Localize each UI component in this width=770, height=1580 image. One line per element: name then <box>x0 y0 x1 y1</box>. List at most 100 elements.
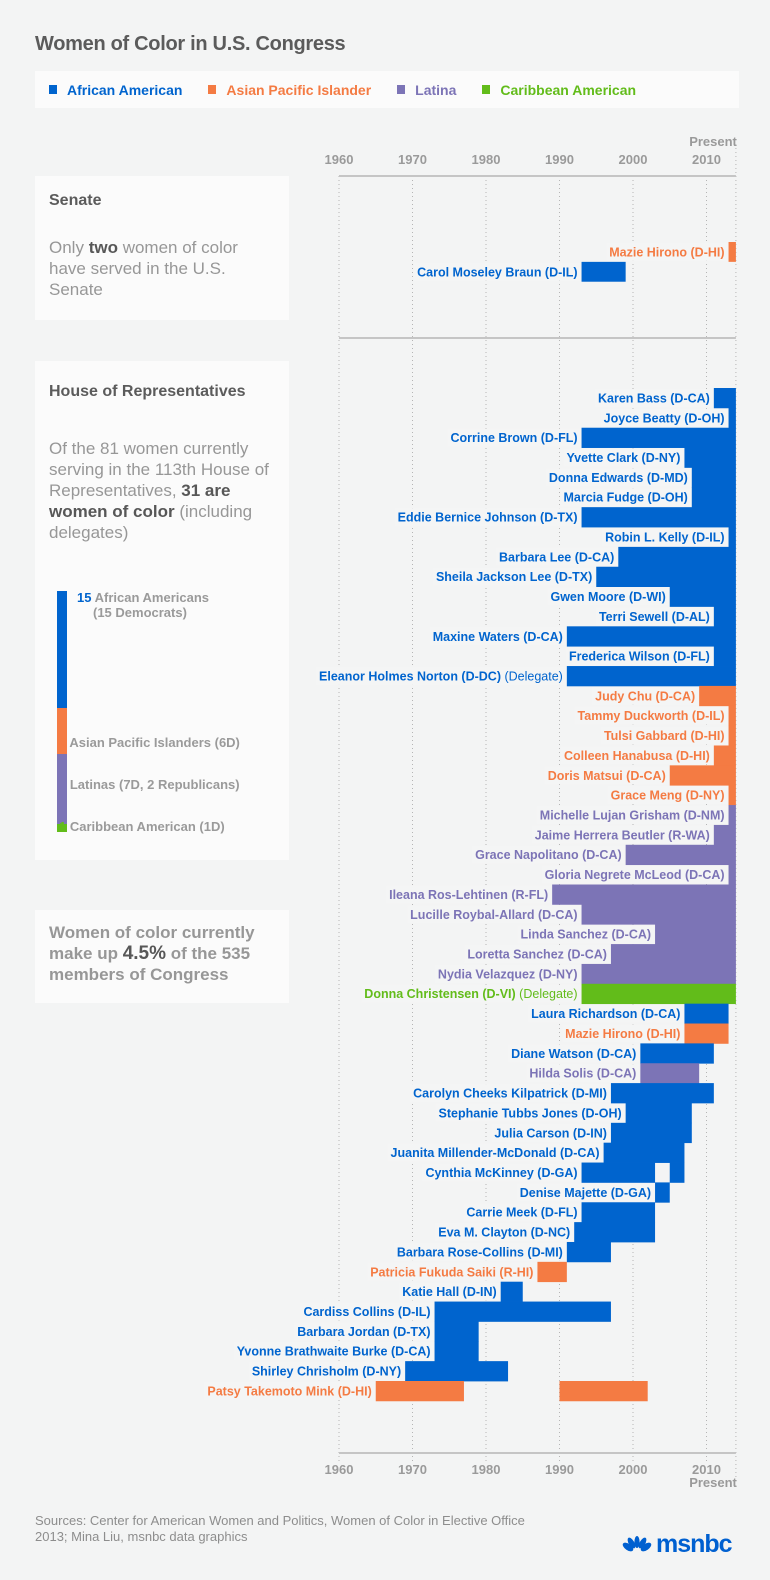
house-member-label: Stephanie Tubbs Jones (D-OH) <box>439 1106 622 1120</box>
house-member-label: Juanita Millender-McDonald (D-CA) <box>391 1146 600 1160</box>
legend-swatch-asian-pacific-islander <box>208 85 217 94</box>
house-member-label: Joyce Beatty (D-OH) <box>604 411 725 425</box>
breakdown-text: Latinas (7D, 2 Republicans) <box>69 777 240 792</box>
house-term-bar <box>581 1202 656 1223</box>
legend-item-african-american: African American <box>49 82 182 98</box>
house-label-background <box>526 1064 640 1083</box>
house-panel: House of Representatives Of the 81 women… <box>35 361 289 860</box>
breakdown-text: Caribbean American (1D) <box>69 819 225 834</box>
x-tick-label-bottom: 1990 <box>545 1462 574 1477</box>
senate-description: Only two women of color have served in t… <box>49 237 279 300</box>
house-member-label: Doris Matsui (D-CA) <box>548 769 666 783</box>
house-member-label: Laura Richardson (D-CA) <box>531 1007 680 1021</box>
summary-text: Women of color currently make up 4.5% of… <box>49 922 279 985</box>
house-label-background <box>399 1282 500 1301</box>
sources-note: Sources: Center for American Women and P… <box>35 1513 525 1544</box>
house-member-label: Patsy Takemoto Mink (D-HI) <box>207 1384 371 1398</box>
house-term-bar <box>728 705 736 727</box>
x-tick-label-top: 2010 <box>692 152 721 167</box>
breakdown-count: 15 <box>77 590 92 605</box>
breakdown-label-latina: 9 Latinas (7D, 2 Republicans) <box>59 777 240 792</box>
breakdown-bar-african-american <box>57 591 67 708</box>
senate-term-bar <box>581 261 626 282</box>
legend-item-caribbean-american: Caribbean American <box>482 82 636 98</box>
house-label-background <box>387 1143 603 1162</box>
house-term-bar <box>559 1381 648 1402</box>
house-term-bar <box>581 507 736 528</box>
house-label-background <box>547 587 669 606</box>
breakdown-count: 6 <box>59 735 67 750</box>
house-label-background <box>434 964 581 983</box>
house-term-bar <box>655 1182 670 1203</box>
house-term-bar <box>581 983 736 1005</box>
legend-label: Caribbean American <box>500 81 637 98</box>
house-term-bar <box>669 765 736 786</box>
house-term-bar <box>375 1381 464 1402</box>
house-heading: House of Representatives <box>49 383 246 400</box>
house-member-label: Hilda Solis (D-CA) <box>529 1067 636 1081</box>
house-term-bar <box>728 725 736 746</box>
house-label-background <box>472 845 625 864</box>
house-term-bar <box>713 606 736 627</box>
x-tick-label-bottom: 1980 <box>472 1462 501 1477</box>
house-member-label: Nydia Velazquez (D-NY) <box>438 967 578 981</box>
legend-item-asian-pacific-islander: Asian Pacific Islander <box>208 82 371 98</box>
house-member-label: Robin L. Kelly (D-IL) <box>605 530 724 544</box>
house-term-bar <box>728 864 736 885</box>
house-member-label: Barbara Lee (D-CA) <box>499 550 614 564</box>
house-term-bar <box>405 1361 509 1382</box>
house-label-background <box>595 389 713 407</box>
house-label-background <box>531 825 713 844</box>
house-member-label: Judy Chu (D-CA) <box>595 689 695 703</box>
breakdown-text: Asian Pacific Islanders (6D) <box>69 735 240 750</box>
house-member-label: Loretta Sanchez (D-CA) <box>467 948 607 962</box>
house-member-label: Jaime Herrera Beutler (R-WA) <box>535 828 710 842</box>
page-title: Women of Color in U.S. Congress <box>35 33 346 55</box>
x-tick-label-top: 1970 <box>398 152 427 167</box>
house-member-label: Katie Hall (D-IN) <box>402 1285 496 1299</box>
house-member-label: Donna Edwards (D-MD) <box>549 471 688 485</box>
senate-label-background <box>606 243 728 261</box>
house-label-background <box>464 945 610 963</box>
house-label-background <box>560 488 691 507</box>
house-member-label: Yvonne Brathwaite Burke (D-CA) <box>237 1345 431 1359</box>
house-member-label: Tammy Duckworth (D-IL) <box>578 709 725 723</box>
house-label-background <box>563 448 684 467</box>
house-member-label: Grace Napolitano (D-CA) <box>475 848 622 862</box>
x-tick-label-bottom: 1970 <box>398 1462 427 1477</box>
house-description: Of the 81 women currently serving in the… <box>49 438 279 543</box>
house-term-bar <box>434 1321 479 1342</box>
house-label-background <box>600 726 728 745</box>
house-label-background <box>435 1223 574 1241</box>
house-term-bar <box>610 944 736 965</box>
logo-text: msnbc <box>656 1530 733 1558</box>
house-label-background <box>361 984 581 1003</box>
house-term-bar <box>610 1122 692 1144</box>
x-tick-label-top: 1980 <box>472 152 501 167</box>
house-label-background <box>367 1262 537 1281</box>
house-term-bar <box>596 566 736 587</box>
house-term-bar <box>574 1222 656 1243</box>
house-member-label: Mazie Hirono (D-HI) <box>565 1027 680 1041</box>
senate-heading: Senate <box>49 192 102 209</box>
house-member-label: Eddie Bernice Johnson (D-TX) <box>398 511 578 525</box>
house-term-bar <box>728 785 736 806</box>
house-label-background <box>429 627 566 646</box>
house-label-background <box>435 1103 625 1122</box>
house-term-bar <box>691 467 736 488</box>
house-label-background <box>600 408 728 427</box>
house-term-bar <box>610 1083 714 1104</box>
senate-text-bold: two <box>88 238 118 257</box>
present-label-bottom: Present <box>689 1475 737 1490</box>
house-member-label: Tulsi Gabbard (D-HI) <box>604 729 725 743</box>
house-label-background <box>560 746 713 765</box>
house-label-background <box>528 1004 684 1023</box>
house-term-bar <box>603 1142 685 1163</box>
house-label-background <box>495 547 618 566</box>
summary-panel: Women of color currently make up 4.5% of… <box>35 910 289 1003</box>
breakdown-subtext: (15 Democrats) <box>93 605 187 620</box>
house-label-background <box>541 865 728 884</box>
house-term-bar <box>728 805 736 826</box>
summary-text-bold: 4.5% <box>122 943 167 964</box>
